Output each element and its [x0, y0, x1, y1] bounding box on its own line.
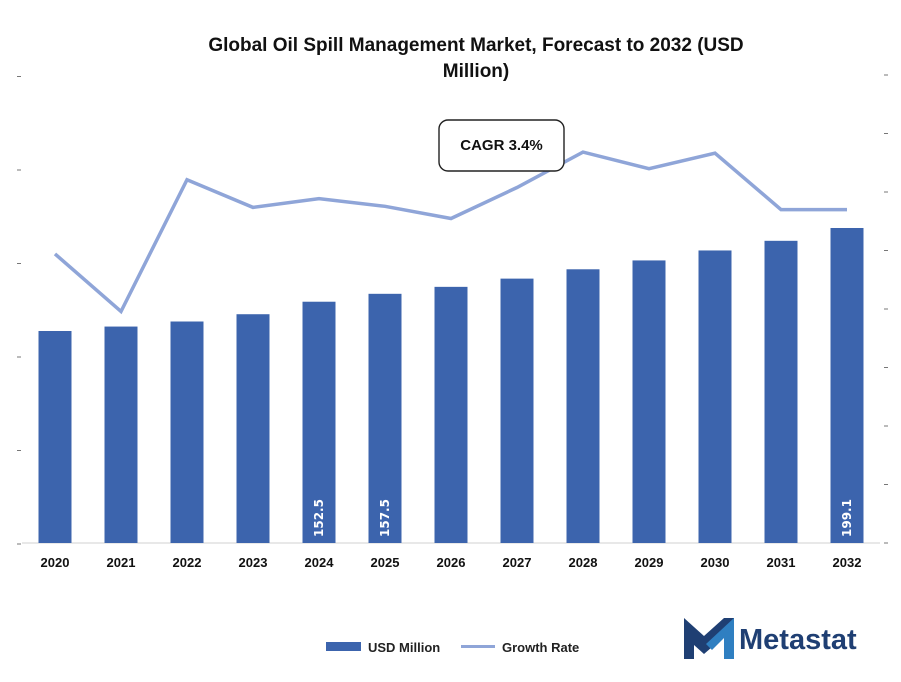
bar-2021 [104, 326, 138, 543]
x-tick-label-2021: 2021 [107, 555, 136, 570]
legend-swatch-usd-million [326, 642, 361, 651]
bars-group [38, 227, 864, 543]
x-tick-label-2028: 2028 [569, 555, 598, 570]
chart-title-line2: Million) [443, 61, 509, 82]
bar-2027 [500, 278, 534, 543]
x-tick-label-2030: 2030 [701, 555, 730, 570]
bar-2028 [566, 269, 600, 543]
bar-2025 [368, 293, 402, 543]
legend-label-usd-million: USD Million [368, 640, 440, 655]
legend: USD Million Growth Rate [326, 640, 579, 655]
growth-line-group [53, 150, 848, 315]
left-axis-ticks [17, 76, 21, 545]
x-tick-label-2025: 2025 [371, 555, 400, 570]
right-axis-ticks [884, 74, 888, 544]
bar-data-label-2025: 157.5 [378, 499, 392, 537]
cagr-box [438, 119, 565, 172]
bar-2030 [698, 250, 732, 543]
bar-data-label-2032: 199.1 [840, 499, 854, 537]
metastat-m-logo-icon [684, 618, 734, 659]
x-tick-label-2023: 2023 [239, 555, 268, 570]
logo-text: Metastat [739, 624, 857, 656]
bar-2024 [302, 301, 336, 543]
bar-2023 [236, 314, 270, 543]
bar-2031 [764, 240, 798, 543]
bar-2026 [434, 286, 468, 543]
cagr-annotation: CAGR 3.4% [460, 137, 543, 154]
x-tick-label-2027: 2027 [503, 555, 532, 570]
x-tick-label-2026: 2026 [437, 555, 466, 570]
x-tick-label-2029: 2029 [635, 555, 664, 570]
x-tick-label-2032: 2032 [833, 555, 862, 570]
x-tick-labels-group: 2020 2021 2022 2023 2024 2025 2026 2027 2028 2029… [41, 555, 862, 570]
x-tick-label-2022: 2022 [173, 555, 202, 570]
bar-labels-group: 152.5 157.5 199.1 [312, 499, 854, 537]
bar-data-label-2024: 152.5 [312, 499, 326, 537]
bar-2032 [830, 227, 864, 543]
bar-2022 [170, 321, 204, 543]
metastat-logo: Metastat [684, 618, 857, 659]
legend-label-growth-rate: Growth Rate [502, 640, 579, 655]
bar-2029 [632, 260, 666, 543]
x-tick-label-2031: 2031 [767, 555, 796, 570]
cagr-callout: CAGR 3.4% [438, 119, 565, 172]
chart-title-line1: Global Oil Spill Management Market, Fore… [208, 35, 743, 56]
x-tick-label-2020: 2020 [41, 555, 70, 570]
bar-2020 [38, 330, 72, 543]
x-tick-label-2024: 2024 [305, 555, 335, 570]
